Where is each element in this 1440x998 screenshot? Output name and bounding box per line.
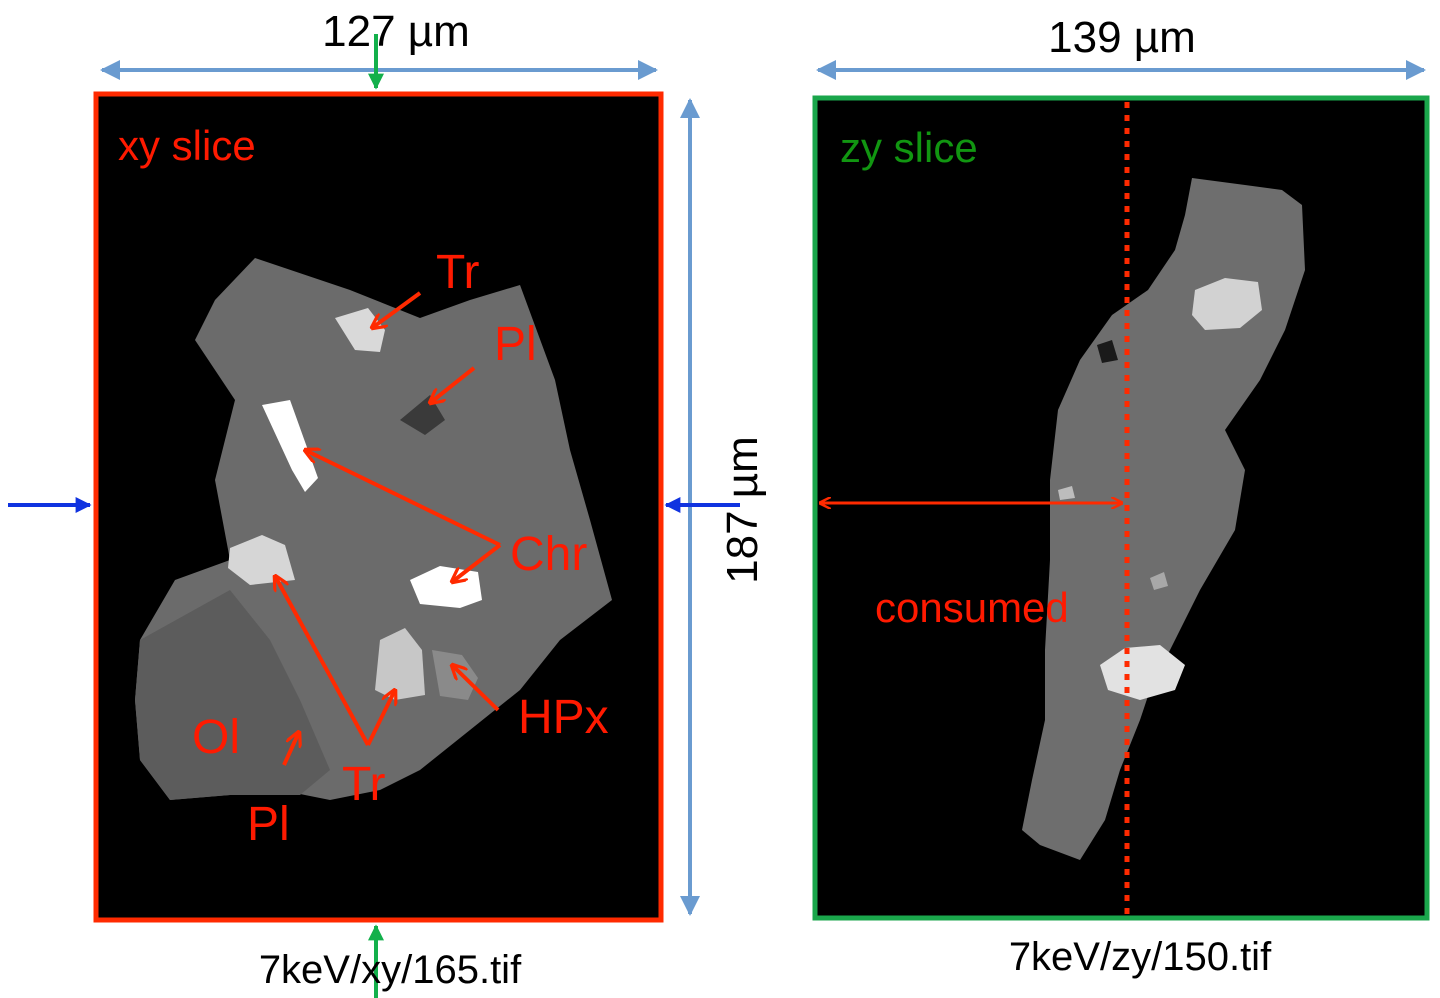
label-pl-bottom: Pl bbox=[247, 798, 290, 851]
label-pl-top: Pl bbox=[494, 318, 537, 371]
label-hpx: HPx bbox=[518, 691, 609, 744]
phase-pointer-arrows bbox=[275, 291, 502, 766]
xy-slice-frame bbox=[93, 91, 664, 923]
xy-width-label: 127 µm bbox=[322, 7, 470, 56]
zy-specimen-grain bbox=[1022, 178, 1305, 860]
label-tr-bottom: Tr bbox=[342, 758, 386, 811]
label-ol: Ol bbox=[192, 711, 240, 764]
label-chr: Chr bbox=[510, 528, 587, 581]
zy-slice-title: zy slice bbox=[840, 124, 978, 171]
label-tr-top: Tr bbox=[436, 246, 480, 299]
xy-height-label: 187 µm bbox=[718, 436, 767, 584]
xy-caption: 7keV/xy/165.tif bbox=[259, 948, 522, 992]
consumed-label: consumed bbox=[875, 584, 1069, 631]
zy-width-label: 139 µm bbox=[1048, 13, 1196, 62]
zy-slice-frame bbox=[812, 95, 1430, 921]
zy-caption: 7keV/zy/150.tif bbox=[1009, 935, 1272, 979]
xy-slice-title: xy slice bbox=[118, 122, 256, 169]
